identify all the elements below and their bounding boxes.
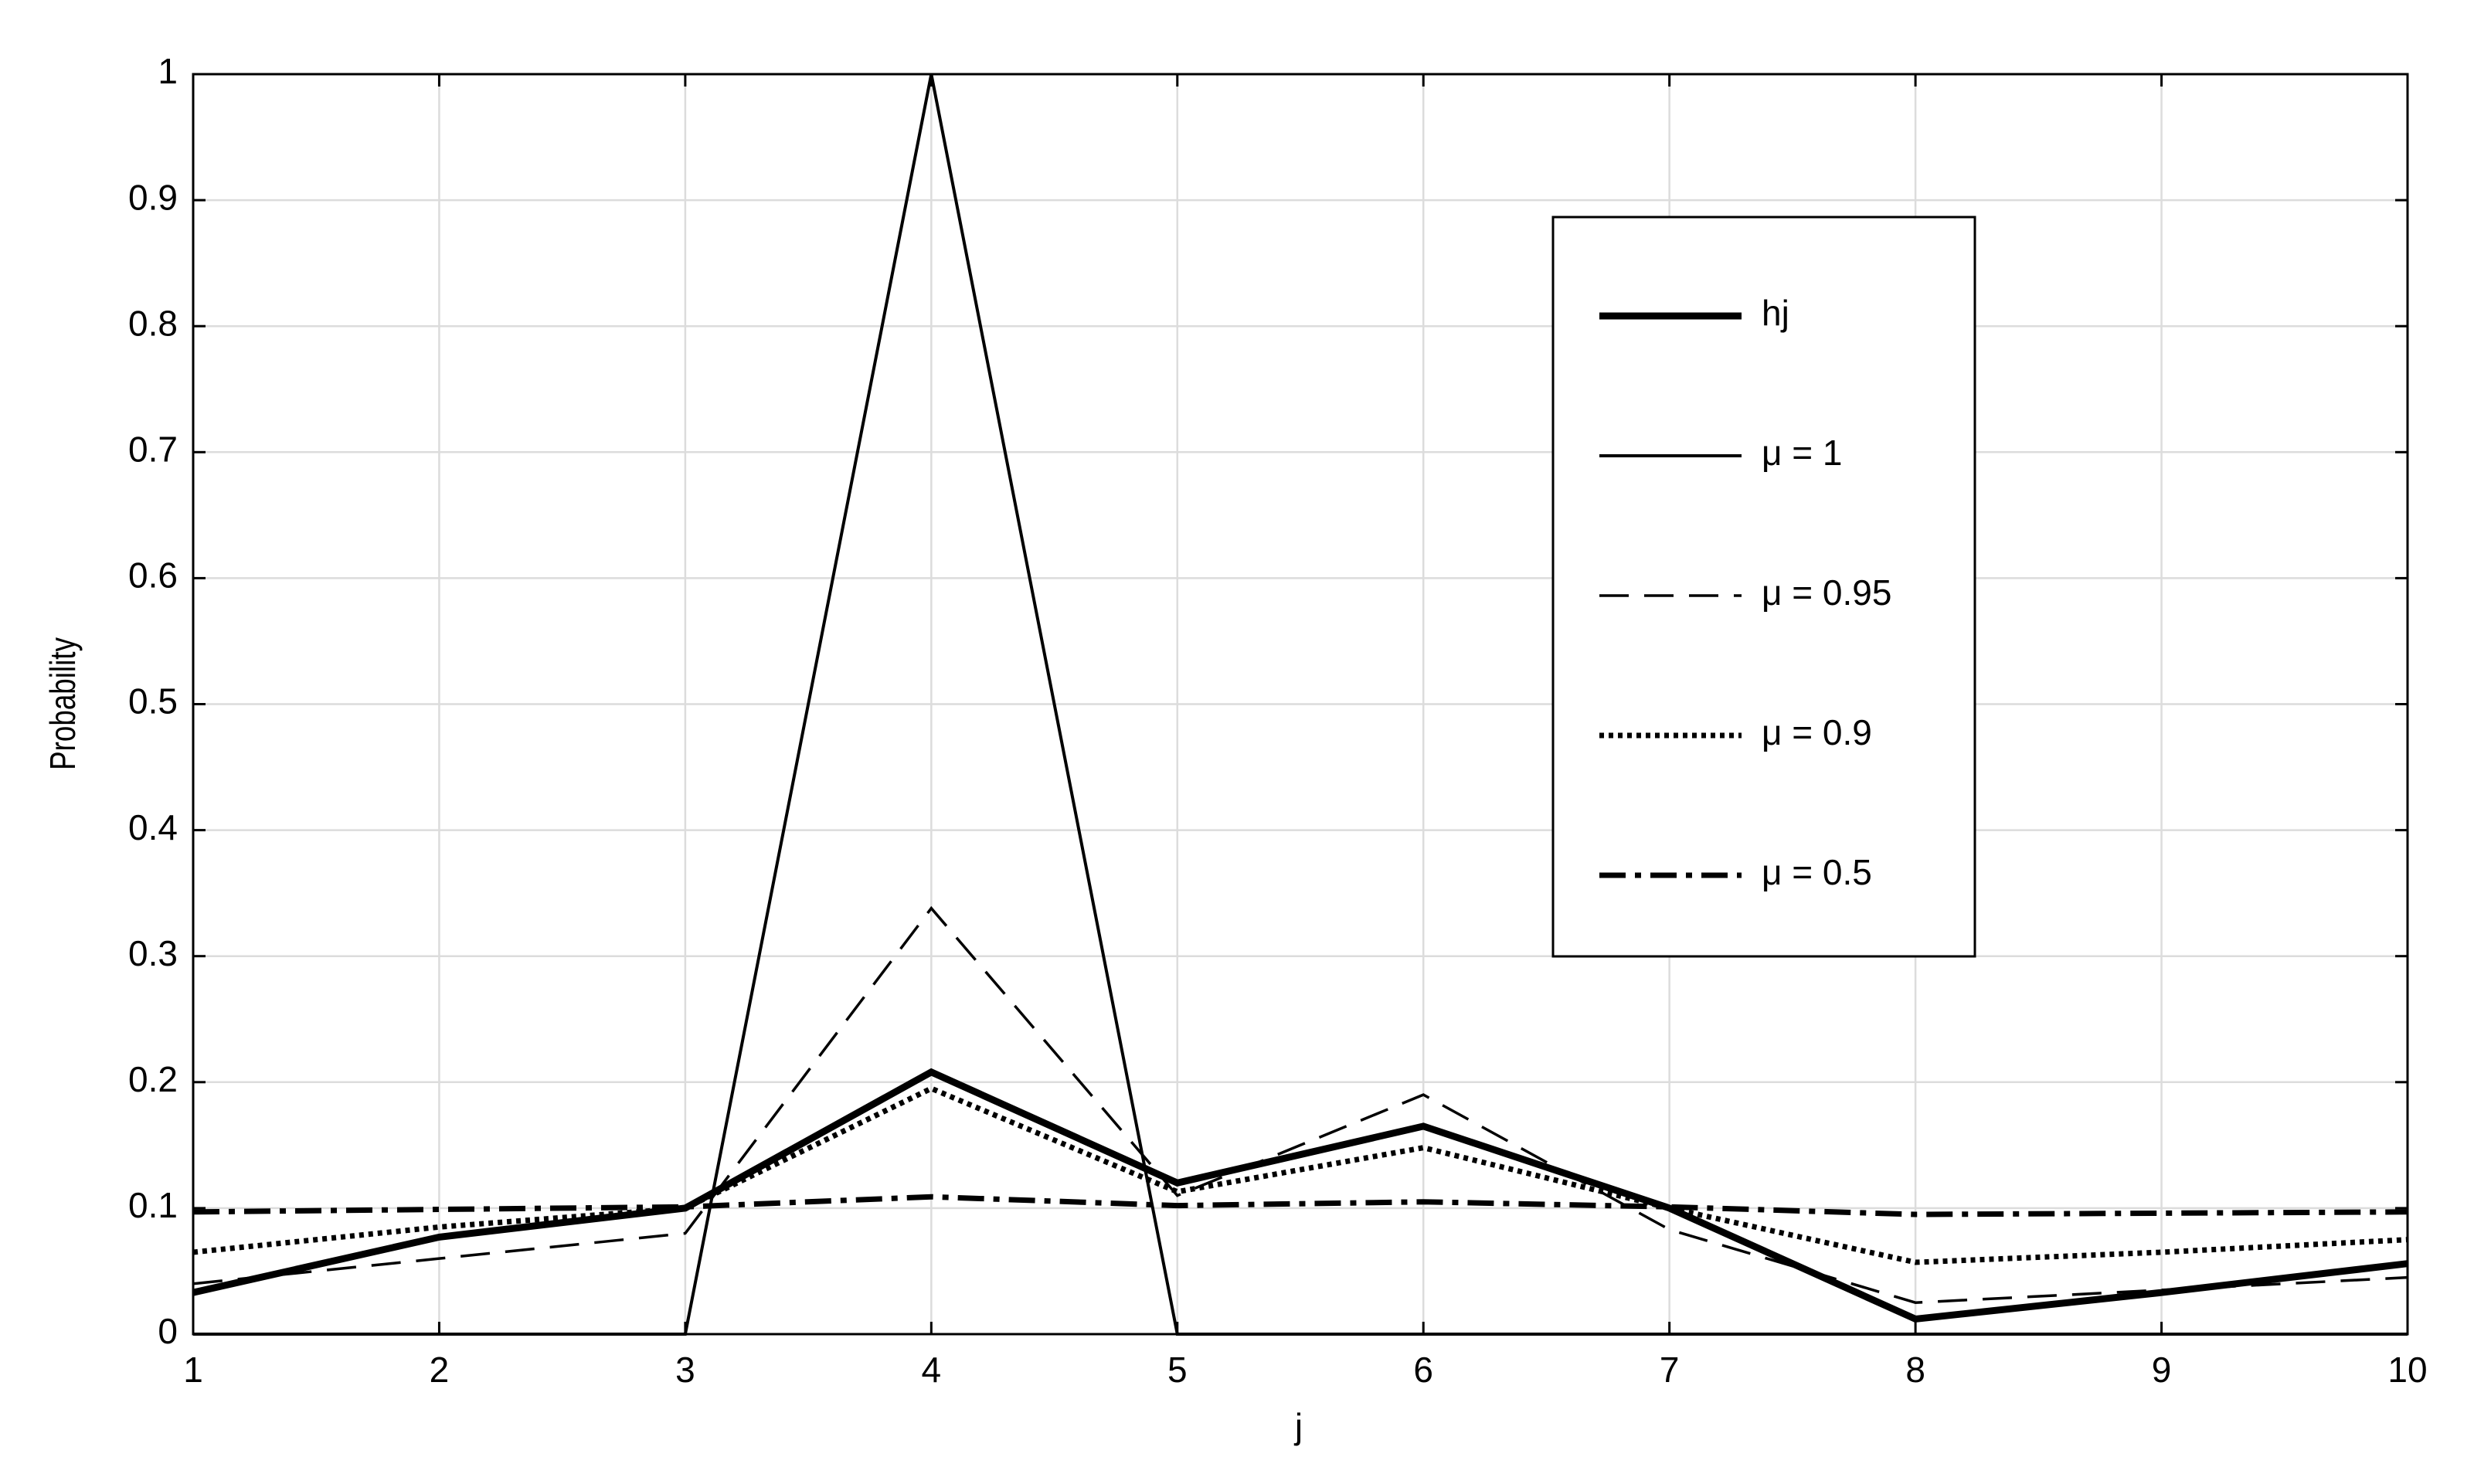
legend-label: μ = 1 xyxy=(1762,433,1843,473)
y-tick-label: 0.6 xyxy=(128,555,178,596)
legend-label: μ = 0.95 xyxy=(1762,572,1891,613)
series-line xyxy=(192,1194,2408,1217)
y-tick-label: 0.2 xyxy=(128,1059,178,1099)
y-axis-label: Probability xyxy=(42,637,83,770)
x-tick-label: 4 xyxy=(922,1350,942,1390)
x-tick-label: 10 xyxy=(2387,1350,2427,1390)
x-axis-label: j xyxy=(1293,1406,1303,1446)
x-tick-label: 8 xyxy=(1905,1350,1925,1390)
series-line xyxy=(192,1085,2408,1265)
y-tick-label: 0.7 xyxy=(128,429,178,469)
legend-label: μ = 0.5 xyxy=(1762,852,1872,892)
x-tick-label: 9 xyxy=(2152,1350,2172,1390)
y-tick-label: 0.9 xyxy=(128,177,178,217)
legend-box xyxy=(1551,216,1976,958)
y-tick-label: 0.8 xyxy=(128,303,178,343)
series-line xyxy=(192,905,2408,1304)
legend-label: hj xyxy=(1762,293,1789,333)
series-line xyxy=(192,1068,2408,1323)
y-tick-label: 0.3 xyxy=(128,933,178,973)
y-tick-label: 0 xyxy=(158,1311,178,1351)
x-tick-label: 3 xyxy=(675,1350,695,1390)
legend: hj μ = 1 μ = 0.95 μ = 0.9 μ = 0.5 xyxy=(1551,216,1976,958)
legend-label: μ = 0.9 xyxy=(1762,712,1872,752)
series-line xyxy=(193,73,2408,1336)
x-tick-label: 5 xyxy=(1167,1350,1188,1390)
y-tick-label: 0.1 xyxy=(128,1185,178,1225)
y-tick-label: 0.4 xyxy=(128,807,178,847)
x-tick-label: 7 xyxy=(1660,1350,1680,1390)
x-tick-label: 2 xyxy=(430,1350,450,1390)
x-tick-label: 6 xyxy=(1413,1350,1433,1390)
x-tick-label: 1 xyxy=(183,1350,203,1390)
y-tick-label: 0.5 xyxy=(128,681,178,722)
y-tick-label: 1 xyxy=(158,51,178,91)
